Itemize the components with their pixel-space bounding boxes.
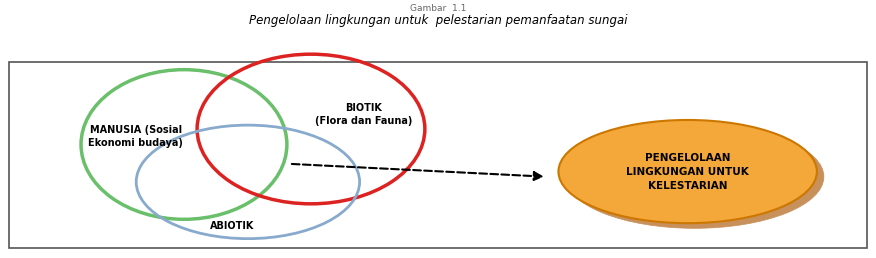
- Bar: [9, 62, 867, 248]
- Text: PENGELOLAAN
LINGKUNGAN UNTUK
KELESTARIAN: PENGELOLAAN LINGKUNGAN UNTUK KELESTARIAN: [626, 152, 749, 191]
- Ellipse shape: [559, 120, 817, 223]
- Text: Gambar  1.1: Gambar 1.1: [410, 4, 466, 13]
- Ellipse shape: [566, 125, 823, 228]
- Text: MANUSIA (Sosial
Ekonomi budaya): MANUSIA (Sosial Ekonomi budaya): [88, 125, 183, 148]
- Text: ABIOTIK: ABIOTIK: [210, 221, 254, 231]
- Text: BIOTIK
(Flora dan Fauna): BIOTIK (Flora dan Fauna): [314, 103, 413, 126]
- Text: Pengelolaan lingkungan untuk  pelestarian pemanfaatan sungai: Pengelolaan lingkungan untuk pelestarian…: [249, 14, 627, 27]
